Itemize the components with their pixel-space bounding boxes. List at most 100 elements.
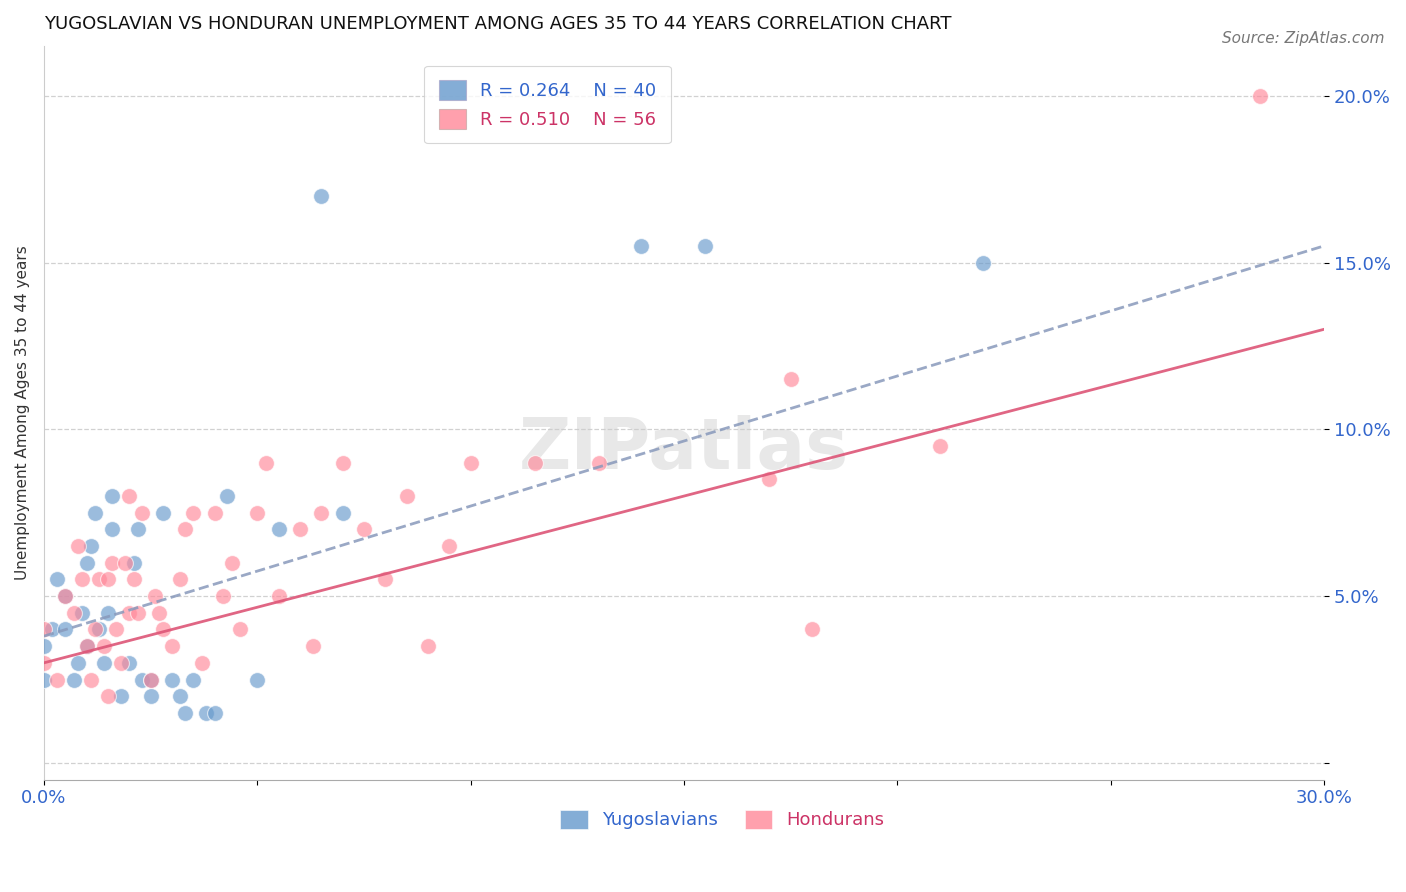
Point	[101, 556, 124, 570]
Point	[66, 656, 89, 670]
Point	[288, 523, 311, 537]
Point	[246, 673, 269, 687]
Y-axis label: Unemployment Among Ages 35 to 44 years: Unemployment Among Ages 35 to 44 years	[15, 245, 30, 580]
Point	[191, 656, 214, 670]
Point	[195, 706, 218, 720]
Point	[66, 539, 89, 553]
Point	[695, 239, 717, 253]
Point	[76, 556, 98, 570]
Text: Source: ZipAtlas.com: Source: ZipAtlas.com	[1222, 31, 1385, 46]
Point	[110, 690, 132, 704]
Point	[139, 690, 162, 704]
Point	[118, 489, 141, 503]
Point	[131, 506, 153, 520]
Point	[127, 606, 149, 620]
Point	[114, 556, 136, 570]
Point	[229, 623, 252, 637]
Point	[76, 639, 98, 653]
Point	[152, 506, 174, 520]
Text: YUGOSLAVIAN VS HONDURAN UNEMPLOYMENT AMONG AGES 35 TO 44 YEARS CORRELATION CHART: YUGOSLAVIAN VS HONDURAN UNEMPLOYMENT AMO…	[44, 15, 952, 33]
Point	[93, 639, 115, 653]
Point	[62, 606, 84, 620]
Point	[41, 623, 63, 637]
Point	[131, 673, 153, 687]
Point	[89, 573, 111, 587]
Point	[118, 656, 141, 670]
Point	[588, 456, 610, 470]
Point	[374, 573, 396, 587]
Point	[32, 623, 55, 637]
Point	[204, 706, 226, 720]
Point	[630, 239, 652, 253]
Point	[76, 639, 98, 653]
Point	[758, 472, 780, 486]
Point	[395, 489, 418, 503]
Point	[122, 556, 145, 570]
Point	[353, 523, 375, 537]
Point	[148, 606, 170, 620]
Point	[523, 456, 546, 470]
Point	[301, 639, 323, 653]
Point	[45, 573, 67, 587]
Point	[32, 639, 55, 653]
Point	[110, 656, 132, 670]
Point	[62, 673, 84, 687]
Point	[97, 606, 120, 620]
Point	[460, 456, 482, 470]
Point	[139, 673, 162, 687]
Point	[221, 556, 243, 570]
Point	[204, 506, 226, 520]
Point	[181, 673, 204, 687]
Point	[801, 623, 824, 637]
Point	[93, 656, 115, 670]
Point	[80, 673, 103, 687]
Point	[32, 673, 55, 687]
Point	[929, 439, 952, 453]
Point	[254, 456, 277, 470]
Text: ZIPatlas: ZIPatlas	[519, 415, 849, 483]
Point	[118, 606, 141, 620]
Point	[32, 656, 55, 670]
Point	[173, 706, 195, 720]
Point	[169, 573, 191, 587]
Point	[53, 589, 76, 603]
Point	[84, 506, 107, 520]
Point	[972, 255, 994, 269]
Legend: Yugoslavians, Hondurans: Yugoslavians, Hondurans	[554, 802, 891, 837]
Point	[101, 489, 124, 503]
Point	[122, 573, 145, 587]
Point	[246, 506, 269, 520]
Point	[89, 623, 111, 637]
Point	[267, 589, 290, 603]
Point	[332, 456, 354, 470]
Point	[416, 639, 439, 653]
Point	[105, 623, 128, 637]
Point	[439, 539, 461, 553]
Point	[127, 523, 149, 537]
Point	[169, 690, 191, 704]
Point	[160, 673, 183, 687]
Point	[53, 623, 76, 637]
Point	[72, 573, 94, 587]
Point	[143, 589, 166, 603]
Point	[311, 506, 333, 520]
Point	[332, 506, 354, 520]
Point	[311, 188, 333, 202]
Point	[217, 489, 239, 503]
Point	[80, 539, 103, 553]
Point	[152, 623, 174, 637]
Point	[160, 639, 183, 653]
Point	[53, 589, 76, 603]
Point	[181, 506, 204, 520]
Point	[45, 673, 67, 687]
Point	[72, 606, 94, 620]
Point	[212, 589, 235, 603]
Point	[139, 673, 162, 687]
Point	[1249, 88, 1271, 103]
Point	[779, 372, 801, 386]
Point	[97, 573, 120, 587]
Point	[97, 690, 120, 704]
Point	[267, 523, 290, 537]
Point	[84, 623, 107, 637]
Point	[101, 523, 124, 537]
